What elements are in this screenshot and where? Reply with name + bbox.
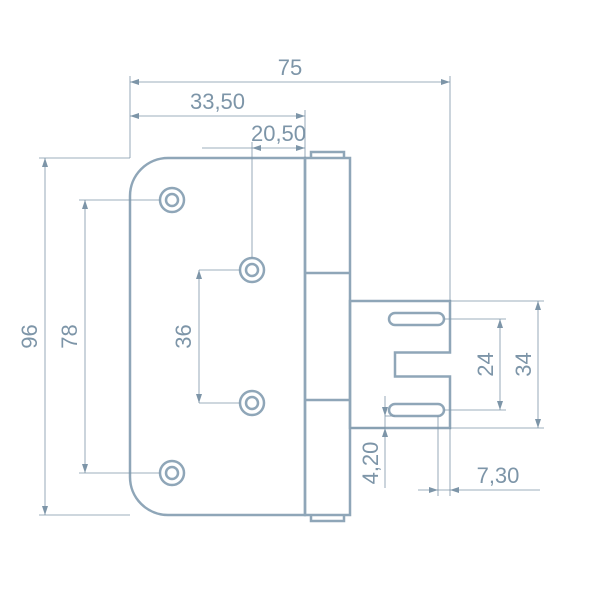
dim-arrow xyxy=(535,419,541,428)
screw-hole-inner xyxy=(166,194,178,206)
dim-arrow xyxy=(196,394,202,403)
screw-hole xyxy=(160,188,184,212)
dim-text: 20,50 xyxy=(251,121,306,146)
part-outline xyxy=(389,404,444,416)
screw-hole xyxy=(240,391,264,415)
dim-text: 24 xyxy=(473,352,498,376)
dim-arrow xyxy=(82,200,88,209)
screw-hole-inner xyxy=(246,397,258,409)
dim-text: 7,30 xyxy=(477,463,520,488)
dim-arrow xyxy=(130,113,139,119)
dim-arrow xyxy=(82,464,88,473)
dim-arrow xyxy=(130,79,139,85)
dim-text: 34 xyxy=(511,352,536,376)
part-outline xyxy=(350,301,450,428)
dim-arrow xyxy=(497,401,503,410)
dim-arrow xyxy=(382,407,388,416)
dim-arrow xyxy=(441,79,450,85)
dim-arrow xyxy=(42,506,48,515)
dim-arrow xyxy=(450,487,459,493)
dim-arrow xyxy=(296,113,305,119)
dim-arrow xyxy=(497,319,503,328)
part-outline xyxy=(305,158,350,515)
dim-arrow xyxy=(429,487,438,493)
dim-text: 75 xyxy=(278,55,302,80)
dim-text: 4,20 xyxy=(358,442,383,485)
screw-hole-inner xyxy=(246,264,258,276)
part-outline xyxy=(130,158,305,515)
part-outline xyxy=(389,313,444,325)
dim-arrow xyxy=(382,428,388,437)
dim-arrow xyxy=(196,270,202,279)
dim-text: 96 xyxy=(17,324,42,348)
dim-arrow xyxy=(535,301,541,310)
screw-hole xyxy=(240,258,264,282)
dim-text: 33,50 xyxy=(190,89,245,114)
dim-text: 78 xyxy=(57,324,82,348)
screw-hole xyxy=(160,461,184,485)
dim-arrow xyxy=(42,158,48,167)
screw-hole-inner xyxy=(166,467,178,479)
dim-text: 36 xyxy=(171,324,196,348)
